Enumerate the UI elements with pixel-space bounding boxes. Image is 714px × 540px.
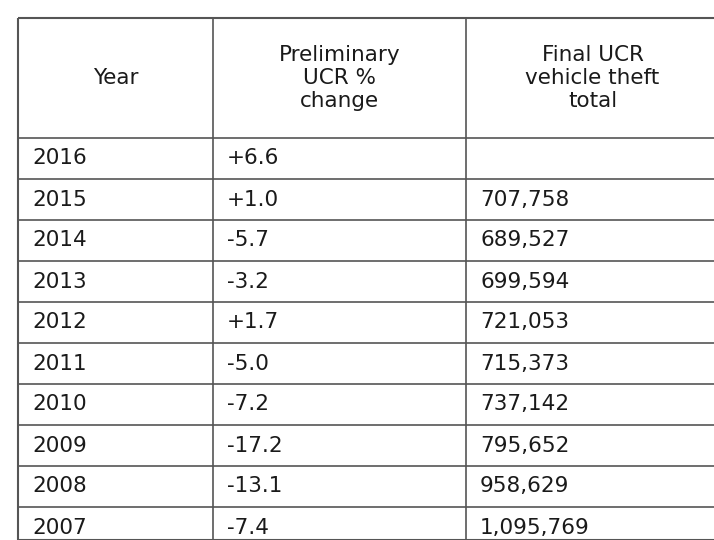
Text: +6.6: +6.6 <box>227 148 279 168</box>
Text: 2012: 2012 <box>32 313 86 333</box>
Text: 2010: 2010 <box>32 395 86 415</box>
Text: 2013: 2013 <box>32 272 86 292</box>
Text: 689,527: 689,527 <box>480 231 569 251</box>
Text: -5.0: -5.0 <box>227 354 269 374</box>
Text: 715,373: 715,373 <box>480 354 569 374</box>
Text: 2014: 2014 <box>32 231 86 251</box>
Text: 699,594: 699,594 <box>480 272 569 292</box>
Text: 795,652: 795,652 <box>480 435 569 456</box>
Text: -7.4: -7.4 <box>227 517 269 537</box>
Text: -7.2: -7.2 <box>227 395 269 415</box>
Text: -13.1: -13.1 <box>227 476 282 496</box>
Text: -5.7: -5.7 <box>227 231 269 251</box>
Text: Final UCR
vehicle theft
total: Final UCR vehicle theft total <box>526 45 660 111</box>
Text: 1,095,769: 1,095,769 <box>480 517 590 537</box>
Text: Preliminary
UCR %
change: Preliminary UCR % change <box>278 45 401 111</box>
Text: 2007: 2007 <box>32 517 86 537</box>
Text: -3.2: -3.2 <box>227 272 269 292</box>
Text: 737,142: 737,142 <box>480 395 569 415</box>
Text: 721,053: 721,053 <box>480 313 569 333</box>
Text: 2009: 2009 <box>32 435 86 456</box>
Text: 2016: 2016 <box>32 148 86 168</box>
Text: +1.0: +1.0 <box>227 190 279 210</box>
Text: 958,629: 958,629 <box>480 476 569 496</box>
Text: +1.7: +1.7 <box>227 313 279 333</box>
Text: 2015: 2015 <box>32 190 86 210</box>
Text: Year: Year <box>93 68 139 88</box>
Text: 2011: 2011 <box>32 354 86 374</box>
Text: -17.2: -17.2 <box>227 435 283 456</box>
Text: 2008: 2008 <box>32 476 86 496</box>
Text: 707,758: 707,758 <box>480 190 569 210</box>
